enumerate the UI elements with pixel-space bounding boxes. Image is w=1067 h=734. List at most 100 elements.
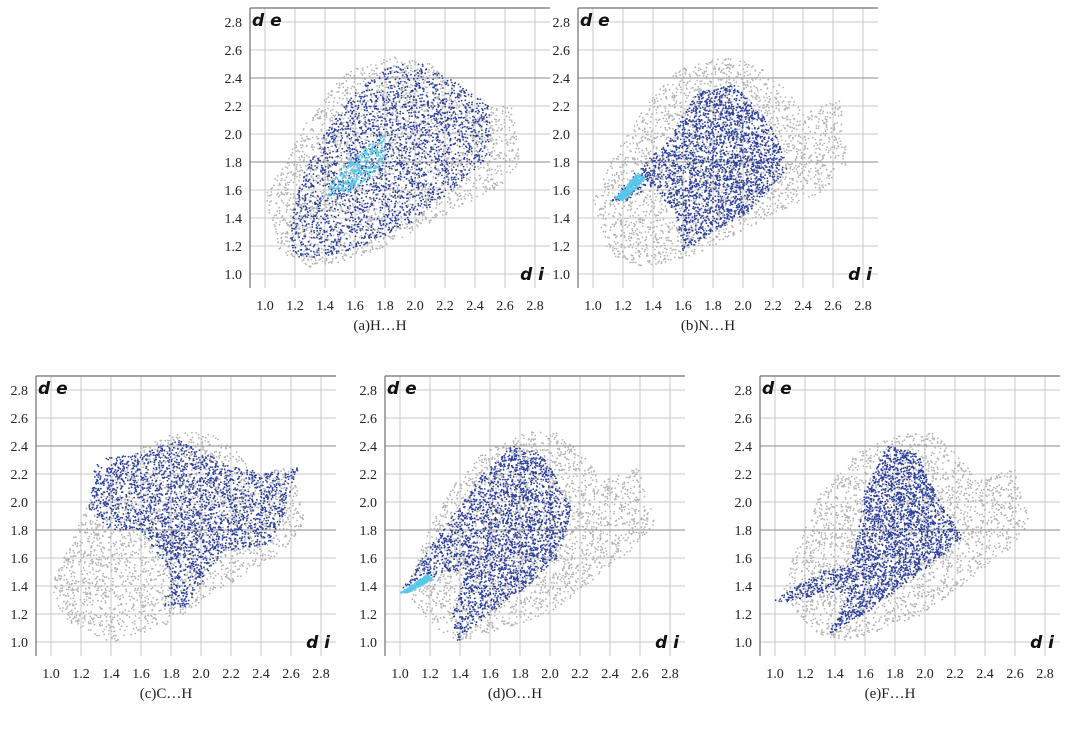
point-blue xyxy=(326,251,329,254)
point-grey xyxy=(298,185,301,188)
point-grey xyxy=(500,173,503,176)
point-blue xyxy=(394,194,396,197)
point-blue xyxy=(422,198,425,201)
point-blue xyxy=(428,164,431,166)
point-blue xyxy=(366,109,369,112)
point-blue xyxy=(407,221,410,224)
point-blue xyxy=(317,158,320,161)
point-grey xyxy=(298,173,301,176)
point-blue xyxy=(376,129,378,131)
point-grey xyxy=(370,214,373,217)
point-grey xyxy=(323,204,326,206)
point-grey xyxy=(498,118,501,121)
point-grey xyxy=(468,112,471,115)
point-grey xyxy=(347,218,350,221)
point-grey xyxy=(324,100,327,103)
point-grey xyxy=(467,106,470,108)
point-blue xyxy=(304,220,306,223)
point-grey xyxy=(286,172,289,175)
point-blue xyxy=(408,115,411,117)
point-grey xyxy=(425,151,427,154)
point-grey xyxy=(411,84,414,87)
point-grey xyxy=(340,159,343,162)
point-grey xyxy=(464,193,467,196)
point-blue xyxy=(321,233,324,236)
point-blue xyxy=(425,139,427,142)
point-grey xyxy=(466,165,468,168)
point-grey xyxy=(394,165,396,168)
point-grey xyxy=(407,211,410,214)
point-grey xyxy=(427,196,430,199)
point-grey xyxy=(515,161,517,163)
point-blue xyxy=(397,91,399,94)
point-blue xyxy=(334,189,337,192)
point-grey xyxy=(458,104,461,107)
point-grey xyxy=(388,204,391,207)
point-blue xyxy=(445,161,448,164)
point-grey xyxy=(301,226,304,229)
point-blue xyxy=(400,69,402,71)
point-grey xyxy=(312,213,315,216)
point-grey xyxy=(443,136,446,139)
point-blue xyxy=(398,101,401,103)
point-blue xyxy=(418,213,420,216)
point-blue xyxy=(379,172,382,174)
point-grey xyxy=(486,187,488,190)
point-grey xyxy=(421,214,424,217)
point-blue xyxy=(468,169,470,172)
point-grey xyxy=(368,75,371,78)
point-grey xyxy=(323,110,326,113)
point-grey xyxy=(319,190,322,193)
point-blue xyxy=(427,100,429,103)
point-grey xyxy=(295,168,298,171)
point-grey xyxy=(268,211,271,214)
point-blue xyxy=(404,80,406,83)
point-grey xyxy=(456,199,459,202)
point-blue xyxy=(325,220,328,223)
point-blue xyxy=(344,113,346,116)
point-blue xyxy=(425,132,428,134)
point-grey xyxy=(437,117,440,120)
point-blue xyxy=(461,121,463,124)
point-blue xyxy=(375,188,378,191)
point-grey xyxy=(370,220,372,223)
point-blue xyxy=(307,223,310,225)
point-grey xyxy=(382,213,385,216)
point-blue xyxy=(430,83,433,85)
point-grey xyxy=(427,182,430,185)
point-blue xyxy=(352,157,355,160)
point-blue xyxy=(465,111,468,114)
point-blue xyxy=(311,223,314,226)
point-grey xyxy=(466,154,469,157)
point-blue xyxy=(416,129,419,132)
point-blue xyxy=(327,171,330,174)
point-blue xyxy=(321,195,324,198)
point-grey xyxy=(363,143,366,145)
point-grey xyxy=(282,232,284,235)
point-blue xyxy=(357,241,359,244)
point-grey xyxy=(397,119,400,122)
point-blue xyxy=(461,126,464,129)
point-grey xyxy=(280,193,283,196)
point-blue xyxy=(339,139,342,142)
point-grey xyxy=(443,161,445,164)
point-grey xyxy=(393,168,396,171)
point-grey xyxy=(334,140,337,143)
point-blue xyxy=(390,200,393,203)
point-blue xyxy=(419,181,422,184)
point-blue xyxy=(397,214,400,217)
point-blue xyxy=(406,170,409,173)
point-blue xyxy=(328,220,330,223)
point-blue xyxy=(466,150,468,153)
point-blue xyxy=(292,208,295,211)
point-grey xyxy=(287,223,290,226)
point-grey xyxy=(349,130,352,133)
point-blue xyxy=(435,117,438,120)
point-grey xyxy=(309,218,312,220)
point-blue xyxy=(301,237,304,240)
point-grey xyxy=(459,173,461,176)
point-blue xyxy=(407,166,410,169)
point-grey xyxy=(278,194,281,197)
point-blue xyxy=(353,130,356,133)
point-grey xyxy=(410,142,412,144)
